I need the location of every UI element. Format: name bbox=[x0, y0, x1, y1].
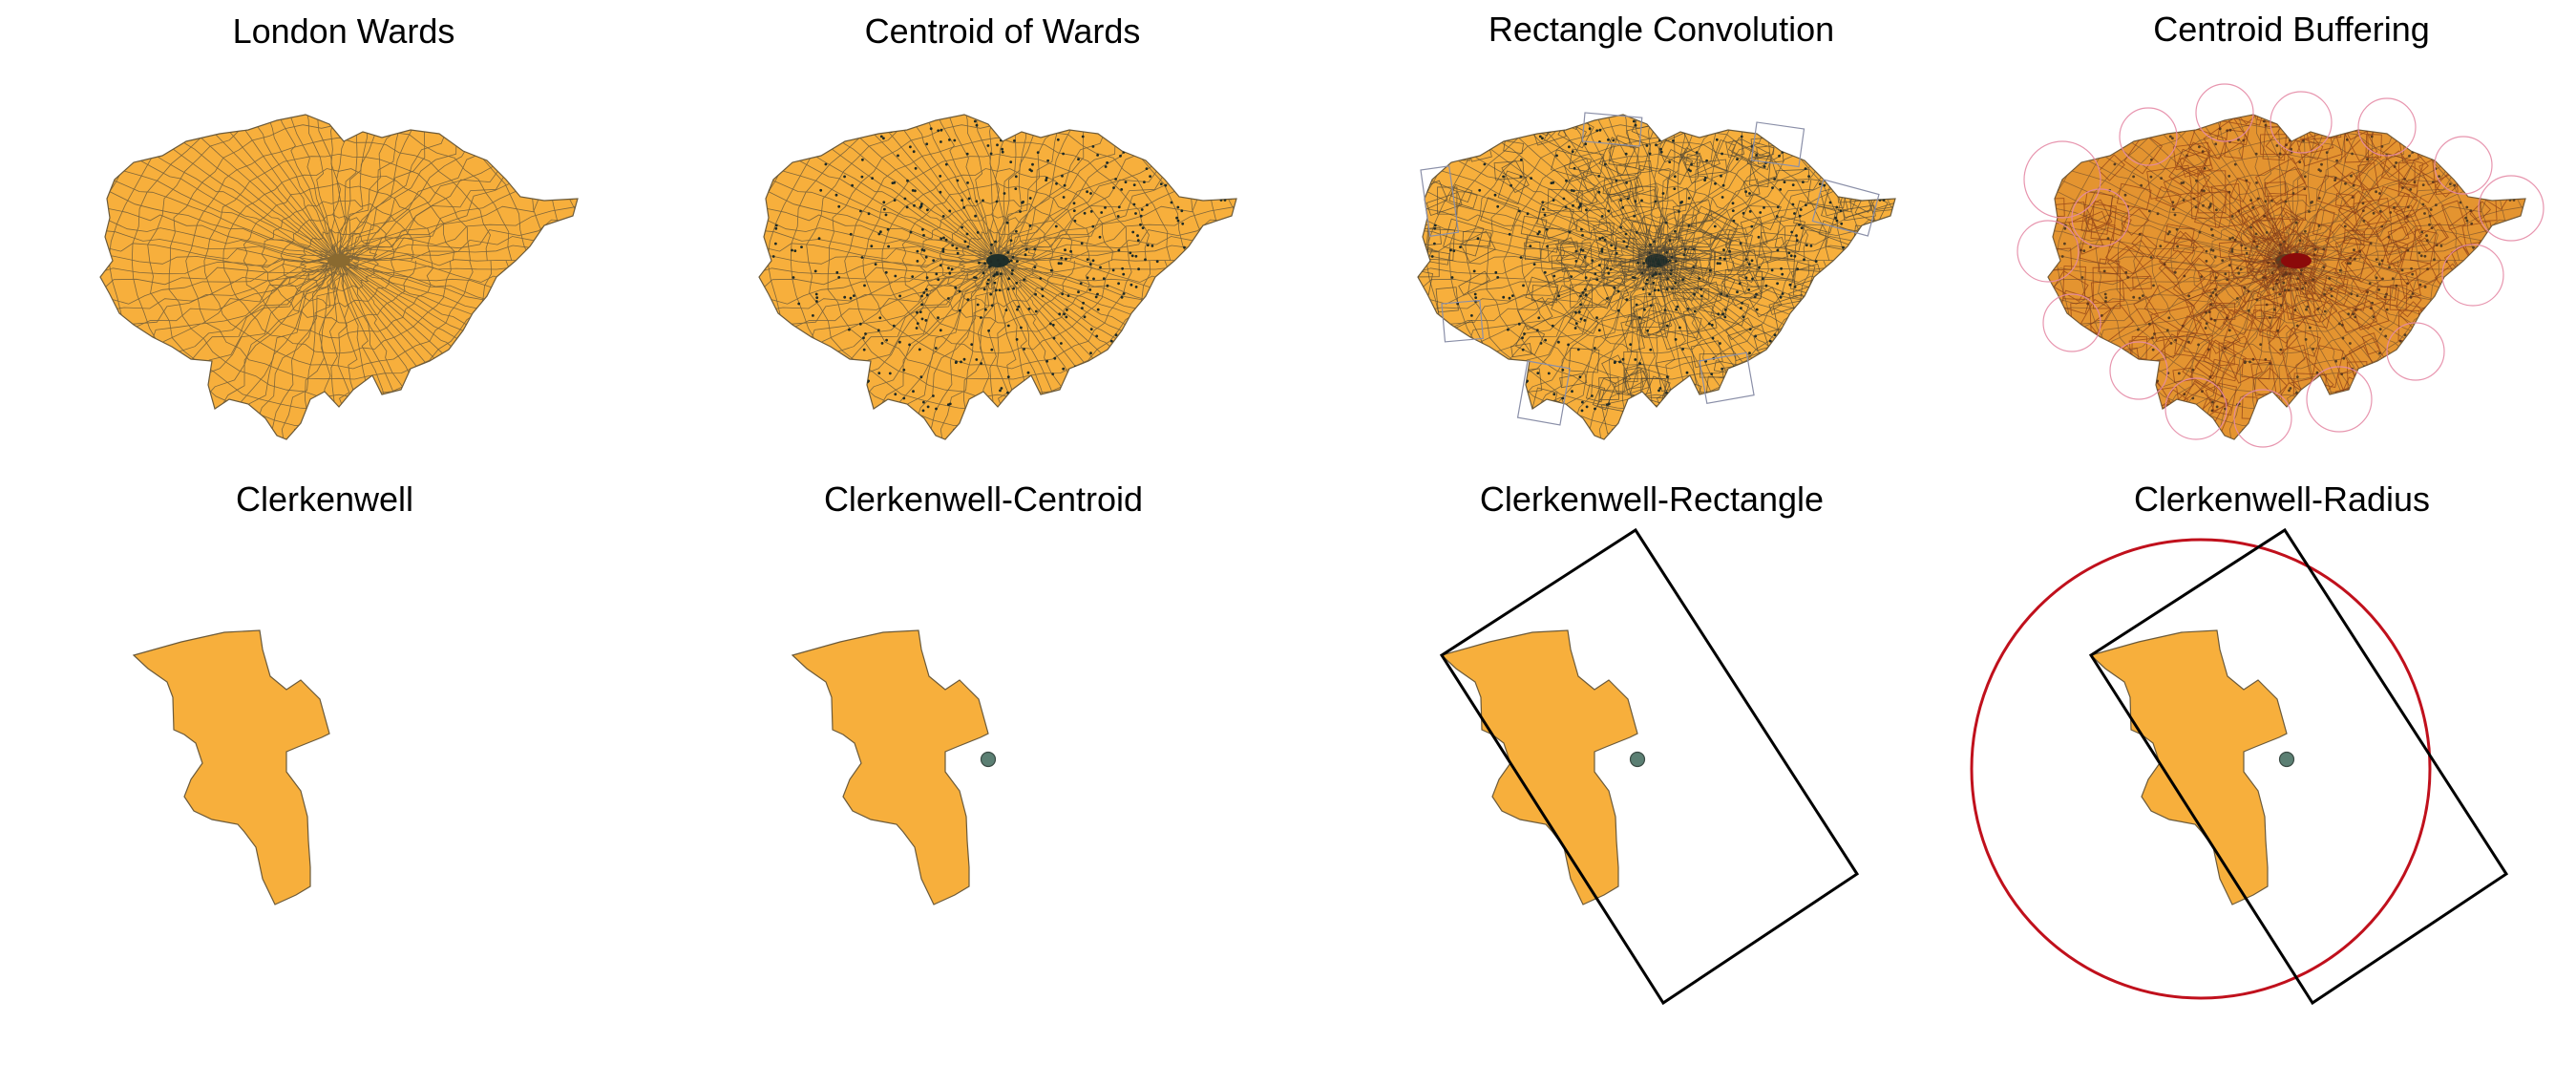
clerkenwell-rectangle-map bbox=[1439, 527, 1860, 1006]
centroid-point bbox=[1629, 751, 1646, 768]
city-of-london-cluster bbox=[327, 254, 350, 267]
london-boundary bbox=[1417, 112, 1896, 440]
centroid-buffering-map bbox=[2016, 83, 2544, 448]
london-outline bbox=[2047, 114, 2526, 440]
clerkenwell-polygon bbox=[791, 629, 989, 905]
panel-title: London Wards bbox=[232, 11, 455, 51]
panel-title: Clerkenwell-Centroid bbox=[823, 479, 1144, 519]
panel-title: Clerkenwell bbox=[235, 479, 414, 519]
panel-centroid-buffering: Centroid Buffering bbox=[2016, 0, 2559, 478]
ward-centroids bbox=[759, 115, 1236, 432]
buffer-circles bbox=[2016, 83, 2544, 448]
centroid-of-wards-map bbox=[758, 114, 1237, 440]
clerkenwell-ward-shape bbox=[132, 629, 330, 905]
radius-circle bbox=[1970, 538, 2432, 1000]
clerkenwell-polygon bbox=[2089, 629, 2288, 905]
bounding-rectangle bbox=[1439, 527, 1860, 1006]
panel-title: Clerkenwell-Rectangle bbox=[1479, 479, 1825, 519]
panel-centroid-of-wards: Centroid of Wards bbox=[735, 0, 1270, 478]
panel-title: Centroid Buffering bbox=[2153, 10, 2430, 49]
panel-title: Clerkenwell-Radius bbox=[2133, 479, 2431, 519]
london-wards-map bbox=[99, 114, 579, 440]
panel-clerkenwell-centroid: Clerkenwell-Centroid bbox=[659, 468, 1308, 1041]
london-boundary bbox=[99, 114, 579, 440]
clerkenwell-ward-shape bbox=[1970, 527, 2509, 1006]
rectangle-convolution-map bbox=[1417, 112, 1896, 440]
clerkenwell-centroid-map bbox=[791, 629, 997, 905]
panel-rectangle-convolution: Rectangle Convolution bbox=[1394, 0, 1929, 478]
panel-london-wards: London Wards bbox=[76, 0, 611, 478]
centroid-point bbox=[2278, 751, 2295, 768]
clerkenwell-map bbox=[132, 629, 330, 905]
london-boundary bbox=[2016, 83, 2544, 448]
clerkenwell-ward-shape bbox=[1439, 527, 1860, 1006]
panel-clerkenwell-radius: Clerkenwell-Radius bbox=[1970, 468, 2568, 1041]
clerkenwell-ward-shape bbox=[791, 629, 997, 905]
panel-title: Rectangle Convolution bbox=[1488, 10, 1835, 49]
clerkenwell-polygon bbox=[1440, 629, 1638, 905]
bounding-rectangle bbox=[2088, 527, 2509, 1006]
centroid-point bbox=[980, 751, 997, 768]
dense-centroid-cluster bbox=[2281, 253, 2312, 268]
clerkenwell-radius-map bbox=[1970, 527, 2509, 1006]
panel-clerkenwell-rectangle: Clerkenwell-Rectangle bbox=[1318, 468, 1986, 1041]
panel-clerkenwell: Clerkenwell bbox=[0, 468, 649, 1041]
london-boundary bbox=[758, 114, 1237, 440]
outer-rectangles bbox=[1420, 112, 1880, 426]
clerkenwell-polygon bbox=[132, 629, 330, 905]
panel-title: Centroid of Wards bbox=[864, 11, 1141, 51]
